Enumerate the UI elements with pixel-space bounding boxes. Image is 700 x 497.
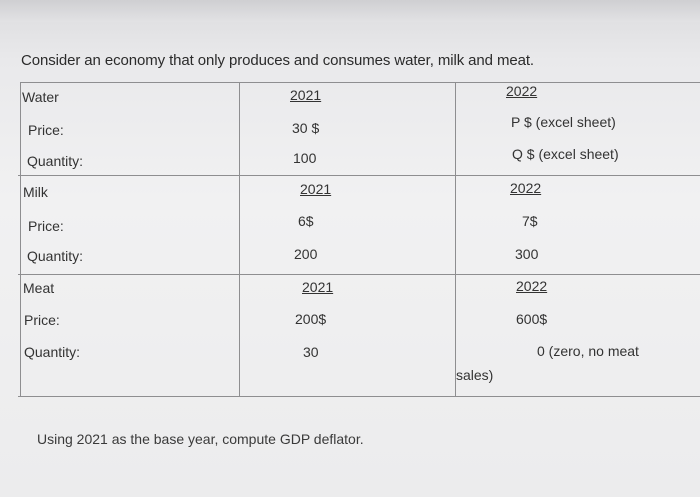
water-price-2022: P $ (excel sheet) bbox=[511, 114, 616, 130]
water-label: Water bbox=[22, 89, 59, 105]
table-border-bottom bbox=[18, 396, 700, 397]
milk-quantity-2021: 200 bbox=[294, 246, 318, 262]
water-price-label: Price: bbox=[28, 122, 64, 138]
question-intro: Consider an economy that only produces a… bbox=[21, 52, 534, 69]
meat-price-2022: 600$ bbox=[516, 311, 548, 327]
table-border-left bbox=[20, 82, 21, 396]
meat-price-2021: 200$ bbox=[295, 311, 327, 327]
meat-quantity-label: Quantity: bbox=[24, 344, 81, 360]
milk-price-2021: 6$ bbox=[298, 213, 314, 229]
milk-price-2022: 7$ bbox=[522, 213, 538, 229]
milk-quantity-2022: 300 bbox=[515, 246, 539, 262]
column-divider-1 bbox=[239, 82, 240, 396]
water-quantity-2021: 100 bbox=[293, 150, 317, 166]
meat-year-2022: 2022 bbox=[516, 278, 548, 294]
overflow-text: sales) bbox=[456, 367, 494, 383]
milk-year-2022: 2022 bbox=[510, 180, 542, 196]
water-price-2021: 30 $ bbox=[292, 120, 320, 136]
water-year-2022: 2022 bbox=[506, 83, 538, 99]
data-table: Water 2021 2022 Price: 30 $ P $ (excel s… bbox=[18, 82, 700, 398]
section-divider-milk bbox=[18, 175, 700, 176]
meat-quantity-2022: 0 (zero, no meat bbox=[537, 343, 639, 359]
top-edge bbox=[0, 0, 700, 22]
meat-price-label: Price: bbox=[24, 312, 60, 328]
water-year-2021: 2021 bbox=[290, 87, 322, 103]
meat-label: Meat bbox=[23, 280, 55, 296]
water-quantity-2022: Q $ (excel sheet) bbox=[512, 146, 619, 162]
milk-year-2021: 2021 bbox=[300, 181, 332, 197]
column-divider-2 bbox=[455, 82, 456, 396]
table-border-top bbox=[20, 82, 700, 83]
milk-quantity-label: Quantity: bbox=[27, 248, 84, 264]
milk-price-label: Price: bbox=[28, 218, 64, 234]
question-prompt: Using 2021 as the base year, compute GDP… bbox=[37, 431, 364, 447]
meat-quantity-2021: 30 bbox=[303, 344, 319, 360]
milk-label: Milk bbox=[23, 184, 48, 200]
section-divider-meat bbox=[18, 274, 700, 275]
meat-year-2021: 2021 bbox=[302, 279, 334, 295]
water-quantity-label: Quantity: bbox=[27, 153, 84, 169]
